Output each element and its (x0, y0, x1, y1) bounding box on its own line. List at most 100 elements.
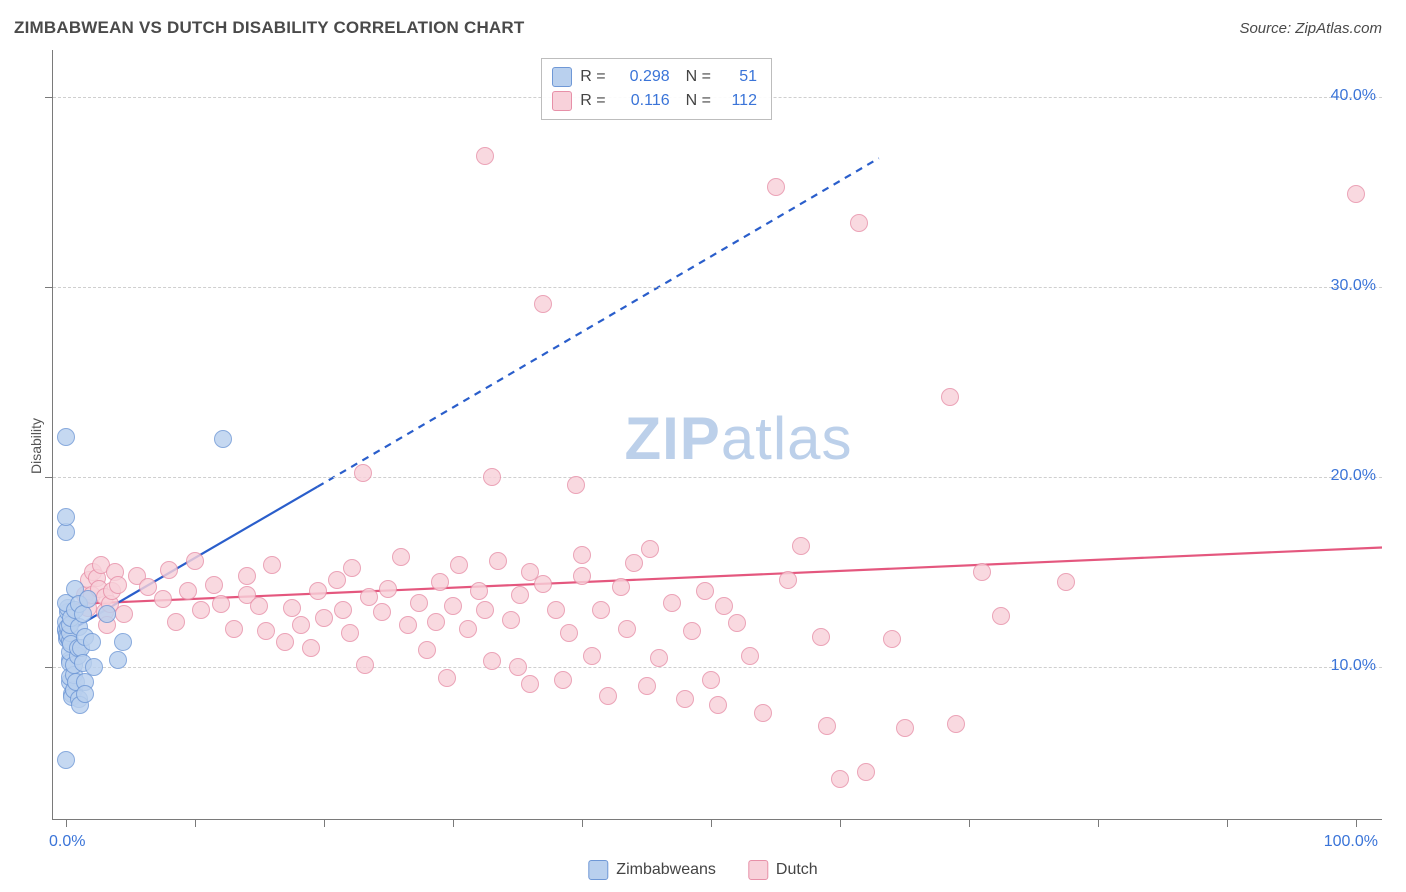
dutch-point (427, 613, 445, 631)
dutch-point (650, 649, 668, 667)
dutch-point (354, 464, 372, 482)
y-tick-label: 20.0% (1331, 467, 1376, 485)
dutch-point (212, 595, 230, 613)
dutch-point (309, 582, 327, 600)
zimbabweans-point (57, 428, 75, 446)
dutch-point (450, 556, 468, 574)
x-tick (840, 819, 841, 827)
dutch-point (109, 576, 127, 594)
y-tick-label: 30.0% (1331, 277, 1376, 295)
dutch-point (709, 696, 727, 714)
dutch-point (583, 647, 601, 665)
dutch-point (343, 559, 361, 577)
series-legend-item-zimbabweans: Zimbabweans (588, 860, 716, 880)
dutch-point (392, 548, 410, 566)
x-tick (453, 819, 454, 827)
dutch-point (276, 633, 294, 651)
dutch-point (547, 601, 565, 619)
zimbabweans-point (214, 430, 232, 448)
dutch-point (554, 671, 572, 689)
dutch-point (831, 770, 849, 788)
legend-row-dutch: R =0.116N =112 (552, 89, 757, 113)
dutch-point (438, 669, 456, 687)
dutch-point (292, 616, 310, 634)
legend-n-value: 112 (719, 89, 757, 113)
dutch-point (896, 719, 914, 737)
dutch-point (511, 586, 529, 604)
dutch-point (641, 540, 659, 558)
dutch-point (186, 552, 204, 570)
x-tick-label: 0.0% (49, 833, 85, 851)
dutch-point (179, 582, 197, 600)
x-tick (195, 819, 196, 827)
dutch-point (573, 567, 591, 585)
x-tick (1098, 819, 1099, 827)
dutch-point (883, 630, 901, 648)
dutch-point (850, 214, 868, 232)
y-tick (45, 667, 53, 668)
dutch-point (560, 624, 578, 642)
x-tick (1356, 819, 1357, 827)
zimbabweans-point (109, 651, 127, 669)
dutch-point (476, 601, 494, 619)
dutch-point (315, 609, 333, 627)
dutch-point (592, 601, 610, 619)
dutch-point (476, 147, 494, 165)
dutch-point (489, 552, 507, 570)
dutch-point (696, 582, 714, 600)
dutch-point (341, 624, 359, 642)
dutch-point (483, 468, 501, 486)
dutch-point (534, 575, 552, 593)
dutch-point (205, 576, 223, 594)
dutch-point (502, 611, 520, 629)
dutch-point (302, 639, 320, 657)
dutch-point (283, 599, 301, 617)
legend-n-value: 51 (719, 65, 757, 89)
zimbabweans-point (85, 658, 103, 676)
dutch-point (334, 601, 352, 619)
dutch-point (599, 687, 617, 705)
dutch-point (941, 388, 959, 406)
x-tick (582, 819, 583, 827)
legend-n-label: N = (686, 65, 711, 89)
dutch-point (373, 603, 391, 621)
dutch-point (767, 178, 785, 196)
dutch-point (1057, 573, 1075, 591)
dutch-point (263, 556, 281, 574)
trend-line (66, 547, 1382, 604)
trend-line (318, 158, 879, 486)
x-tick-label: 100.0% (1324, 833, 1378, 851)
dutch-point (418, 641, 436, 659)
dutch-point (257, 622, 275, 640)
watermark: ZIPatlas (624, 404, 852, 473)
correlation-legend-box: R = 0.298 N = 51R =0.116N =112 (541, 58, 772, 120)
chart-source-label: Source: ZipAtlas.com (1239, 20, 1382, 37)
y-tick (45, 287, 53, 288)
series-legend-label: Zimbabweans (616, 861, 716, 879)
watermark-zip: ZIP (624, 405, 720, 472)
zimbabweans-point (98, 605, 116, 623)
x-tick (66, 819, 67, 827)
legend-r-label: R = (580, 65, 605, 89)
dutch-point (379, 580, 397, 598)
series-legend: ZimbabweansDutch (588, 860, 817, 880)
legend-r-value: 0.298 (614, 65, 670, 89)
chart-title: ZIMBABWEAN VS DUTCH DISABILITY CORRELATI… (14, 18, 524, 38)
legend-r-value: 0.116 (614, 89, 670, 113)
y-axis-label: Disability (28, 418, 44, 474)
dutch-point (715, 597, 733, 615)
legend-swatch (748, 860, 768, 880)
dutch-point (483, 652, 501, 670)
dutch-point (638, 677, 656, 695)
y-tick-label: 10.0% (1331, 657, 1376, 675)
dutch-point (625, 554, 643, 572)
dutch-point (160, 561, 178, 579)
zimbabweans-point (83, 633, 101, 651)
dutch-point (818, 717, 836, 735)
dutch-point (360, 588, 378, 606)
x-tick (711, 819, 712, 827)
dutch-point (399, 616, 417, 634)
dutch-point (754, 704, 772, 722)
dutch-point (356, 656, 374, 674)
dutch-point (250, 597, 268, 615)
